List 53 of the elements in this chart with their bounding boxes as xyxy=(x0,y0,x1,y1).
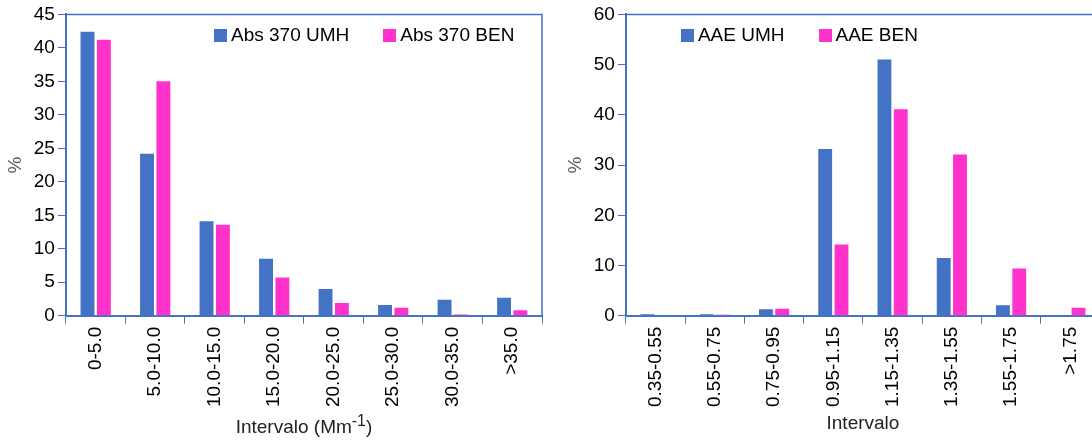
x-tick-label: 0.95-1.15 xyxy=(821,326,843,408)
x-tick-label: >35.0 xyxy=(500,326,522,375)
y-tick-label: 0 xyxy=(604,303,615,325)
x-axis-title: Intervalo (Mm$^{-1}$) xyxy=(234,412,374,439)
y-tick-label: 60 xyxy=(593,2,615,24)
bar xyxy=(394,307,409,316)
x-tick-label: 0.55-0.75 xyxy=(703,326,725,408)
y-tick-label: 40 xyxy=(33,36,55,58)
x-tick-label: 1.35-1.55 xyxy=(940,326,962,408)
bar xyxy=(513,310,528,316)
y-axis-title: % xyxy=(563,156,585,174)
y-tick-label: 25 xyxy=(33,136,55,158)
legend-label: AAE BEN xyxy=(835,24,918,47)
x-tick-label: 0.75-0.95 xyxy=(762,326,784,408)
x-tick-label: >1.75 xyxy=(1058,326,1080,375)
x-tick-label: 5.0-10.0 xyxy=(143,326,165,397)
bar xyxy=(275,277,290,316)
x-axis-title: Intervalo xyxy=(825,412,901,434)
x-tick-label: 20.0-25.0 xyxy=(321,326,343,408)
legend-label: AAE UMH xyxy=(697,24,785,47)
bar xyxy=(775,308,790,316)
y-tick-label: 5 xyxy=(44,270,55,292)
x-tick-label: 1.55-1.75 xyxy=(999,326,1021,408)
legend-label: Abs 370 UMH xyxy=(231,24,350,47)
x-tick-label: 30.0-35.0 xyxy=(440,326,462,408)
x-tick-label: 1.15-1.35 xyxy=(880,326,902,408)
bar xyxy=(334,302,349,316)
y-tick-label: 40 xyxy=(593,103,615,125)
y-tick-label: 30 xyxy=(593,153,615,175)
bar xyxy=(156,81,171,316)
legend-label: Abs 370 BEN xyxy=(400,24,515,47)
x-tick-label: 25.0-30.0 xyxy=(381,326,403,408)
x-tick-label: 0.35-0.55 xyxy=(643,326,665,408)
x-tick-label: 0-5.0 xyxy=(83,326,105,371)
bar xyxy=(953,154,967,316)
y-tick-label: 45 xyxy=(33,2,55,24)
bar xyxy=(96,39,111,316)
y-tick-label: 0 xyxy=(44,303,55,325)
y-tick-label: 10 xyxy=(33,236,55,258)
y-tick-label: 30 xyxy=(33,103,55,125)
y-tick-label: 10 xyxy=(593,253,615,275)
x-tick-label: 10.0-15.0 xyxy=(202,326,224,408)
x-tick-label: 15.0-20.0 xyxy=(262,326,284,408)
y-tick-label: 20 xyxy=(593,203,615,225)
bar xyxy=(215,224,230,316)
y-tick-label: 15 xyxy=(33,203,55,225)
y-tick-label: 20 xyxy=(33,170,55,192)
bar xyxy=(1012,268,1027,316)
bar xyxy=(834,244,849,316)
y-axis-title: % xyxy=(3,156,25,174)
y-tick-label: 50 xyxy=(593,52,615,74)
bar xyxy=(893,109,908,316)
y-tick-label: 35 xyxy=(33,69,55,91)
